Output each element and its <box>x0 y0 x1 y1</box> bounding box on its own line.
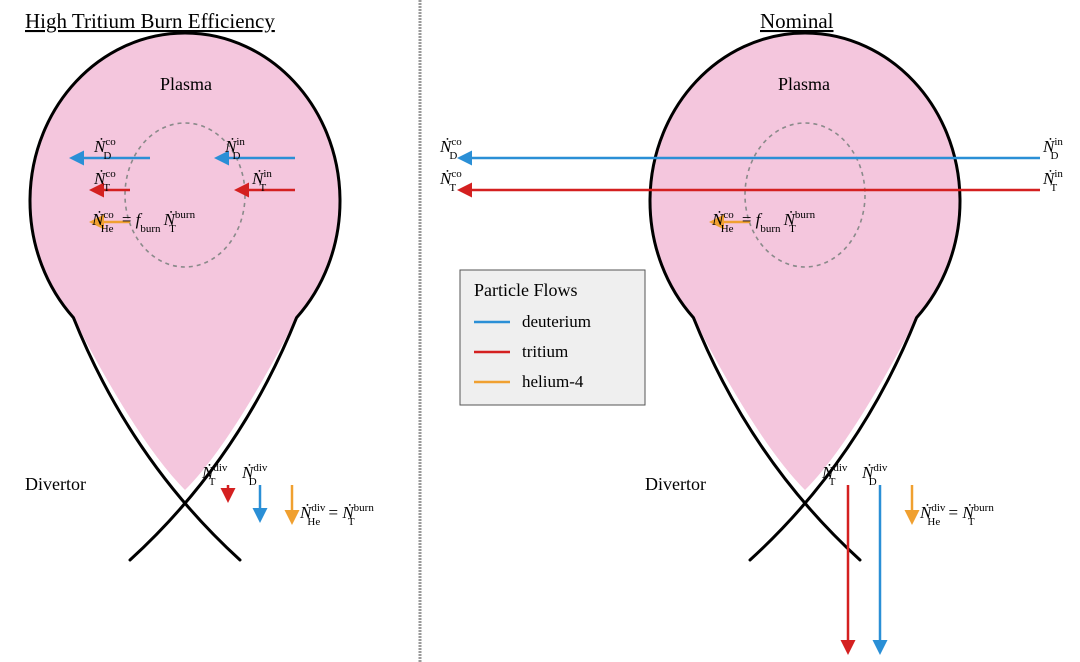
left-title: High Tritium Burn Efficiency <box>25 9 275 33</box>
left-divertor-label: Divertor <box>25 474 86 494</box>
right-plasma-label: Plasma <box>778 74 830 94</box>
left-plasma-label: Plasma <box>160 74 212 94</box>
legend-label-deuterium: deuterium <box>522 312 591 331</box>
legend-label-tritium: tritium <box>522 342 568 361</box>
legend-label-helium: helium-4 <box>522 372 584 391</box>
legend-title: Particle Flows <box>474 280 578 300</box>
right-title: Nominal <box>760 9 834 33</box>
right-divertor-label: Divertor <box>645 474 706 494</box>
diagram-canvas: High Tritium Burn Efficiency Plasma Divert… <box>0 0 1080 662</box>
